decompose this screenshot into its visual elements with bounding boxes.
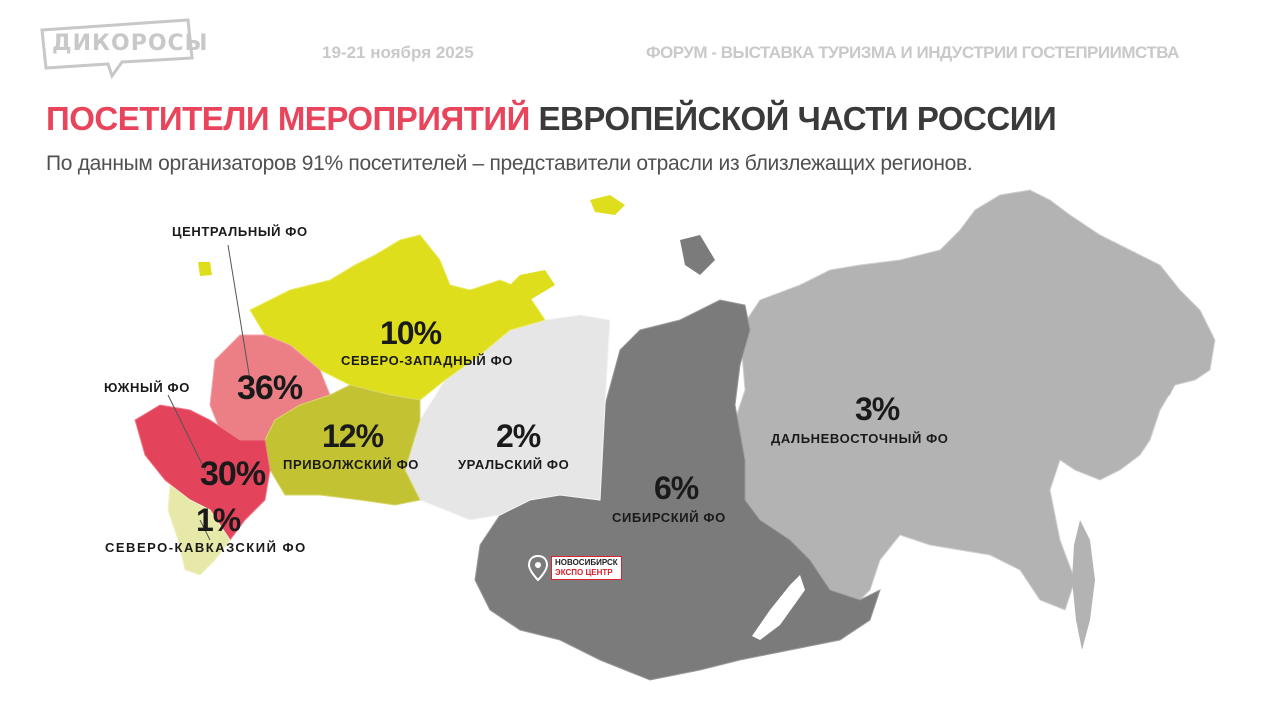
region-north-caucasus [167, 484, 231, 576]
label-northwest-name: СЕВЕРО-ЗАПАДНЫЙ ФО [341, 353, 513, 368]
label-siberia-name: СИБИРСКИЙ ФО [612, 510, 726, 525]
region-novaya-zemlya [505, 270, 555, 300]
event-name: ФОРУМ - ВЫСТАВКА ТУРИЗМА И ИНДУСТРИИ ГОС… [646, 43, 1179, 62]
region-south [134, 404, 271, 541]
region-volga [264, 384, 421, 506]
region-sakhalin [1072, 520, 1095, 650]
label-central-share: 36% [237, 369, 303, 407]
label-north-caucasus-name: СЕВЕРО-КАВКАЗСКИЙ ФО [105, 540, 307, 555]
label-fareast-share: 3% [855, 391, 900, 427]
venue-line1: НОВОСИБИРСК [555, 558, 618, 567]
label-central-name: ЦЕНТРАЛЬНЫЙ ФО [172, 224, 308, 239]
venue-label: НОВОСИБИРСК ЭКСПО ЦЕНТР [551, 556, 622, 580]
label-north-caucasus-share: 1% [196, 502, 241, 538]
label-volga-name: ПРИВОЛЖСКИЙ ФО [283, 457, 419, 472]
region-franz-josef [590, 195, 625, 215]
region-kamchatka [1135, 330, 1180, 400]
label-northwest-share: 10% [380, 315, 442, 351]
logo-text: ДИКОРОСЫ [52, 31, 209, 56]
callout-north-caucasus [199, 519, 211, 541]
callout-central [227, 244, 251, 381]
page-subtitle: По данным организаторов 91% посетителей … [46, 152, 973, 175]
lake-baikal [752, 575, 805, 640]
page-title: ПОСЕТИТЕЛИ МЕРОПРИЯТИЙ ЕВРОПЕЙСКОЙ ЧАСТИ… [46, 100, 1057, 138]
label-ural-share: 2% [496, 418, 541, 454]
region-siberia [474, 299, 881, 681]
region-kaliningrad [198, 262, 212, 276]
logo-frame-icon [40, 18, 194, 80]
label-south-name: ЮЖНЫЙ ФО [104, 380, 190, 395]
title-rest: ЕВРОПЕЙСКОЙ ЧАСТИ РОССИИ [538, 100, 1057, 137]
region-far-east [734, 189, 1216, 611]
event-date: 19-21 ноября 2025 [322, 43, 474, 62]
title-highlight: ПОСЕТИТЕЛИ МЕРОПРИЯТИЙ [46, 100, 530, 137]
label-ural-name: УРАЛЬСКИЙ ФО [458, 457, 570, 472]
label-south-share: 30% [200, 455, 266, 493]
region-taimyr-island [680, 235, 715, 275]
label-siberia-share: 6% [654, 470, 699, 506]
map-pin-icon [528, 555, 548, 581]
logo: ДИКОРОСЫ [38, 18, 207, 80]
label-volga-share: 12% [322, 418, 384, 454]
venue-line2: ЭКСПО ЦЕНТР [555, 568, 613, 577]
callout-south [167, 394, 206, 471]
label-fareast-name: ДАЛЬНЕВОСТОЧНЫЙ ФО [771, 431, 949, 446]
